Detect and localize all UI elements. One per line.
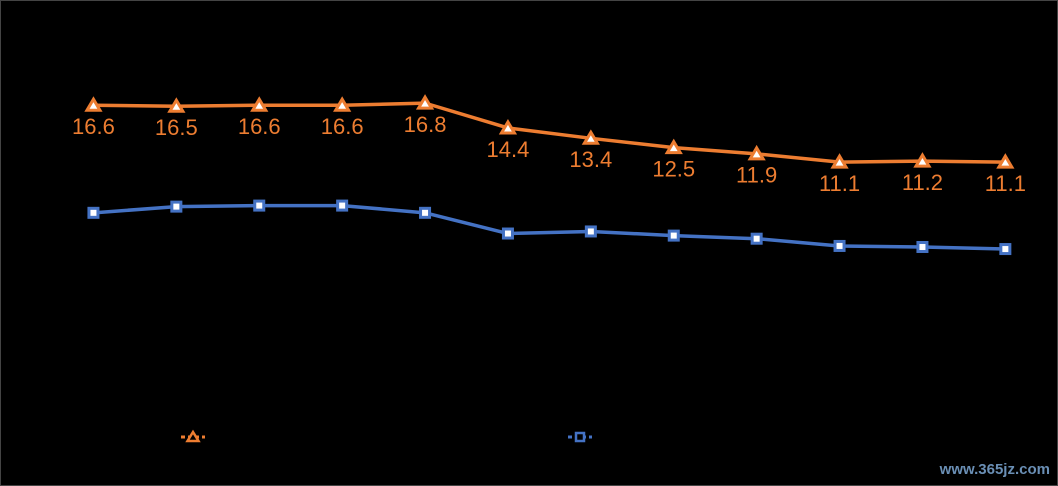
data-label: 13.4 — [569, 147, 612, 172]
marker — [916, 240, 929, 253]
legend-marker — [574, 431, 586, 443]
marker — [750, 232, 763, 245]
marker — [87, 206, 100, 219]
data-label: 14.4 — [487, 137, 530, 162]
data-label: 11.2 — [902, 170, 943, 195]
series-line — [93, 101, 1006, 164]
marker — [996, 153, 1015, 169]
data-label: 11.9 — [736, 163, 777, 188]
marker — [336, 199, 349, 212]
marker — [250, 96, 269, 112]
data-label: 16.5 — [155, 115, 198, 140]
data-label: 16.6 — [72, 114, 115, 139]
marker — [167, 97, 186, 113]
watermark: www.365jz.com — [939, 461, 1050, 478]
marker — [664, 138, 683, 155]
marker — [501, 227, 514, 240]
marker — [419, 206, 432, 219]
marker — [170, 200, 183, 213]
data-label: 11.1 — [985, 171, 1026, 196]
data-label: 16.8 — [404, 112, 447, 137]
marker — [253, 199, 266, 212]
marker — [913, 152, 932, 168]
marker — [498, 119, 518, 135]
marker — [84, 96, 103, 112]
marker — [830, 153, 849, 169]
data-label: 12.5 — [652, 156, 695, 181]
marker — [747, 144, 766, 161]
data-label: 16.6 — [238, 114, 281, 139]
marker — [667, 229, 680, 242]
marker — [581, 129, 600, 145]
series-line — [93, 203, 1006, 251]
marker — [833, 239, 846, 252]
marker — [584, 225, 597, 238]
data-label: 11.1 — [819, 171, 860, 196]
marker — [999, 243, 1012, 256]
data-label: 16.6 — [321, 114, 364, 139]
legend-marker — [185, 429, 201, 443]
marker — [415, 94, 435, 110]
marker — [333, 96, 352, 112]
